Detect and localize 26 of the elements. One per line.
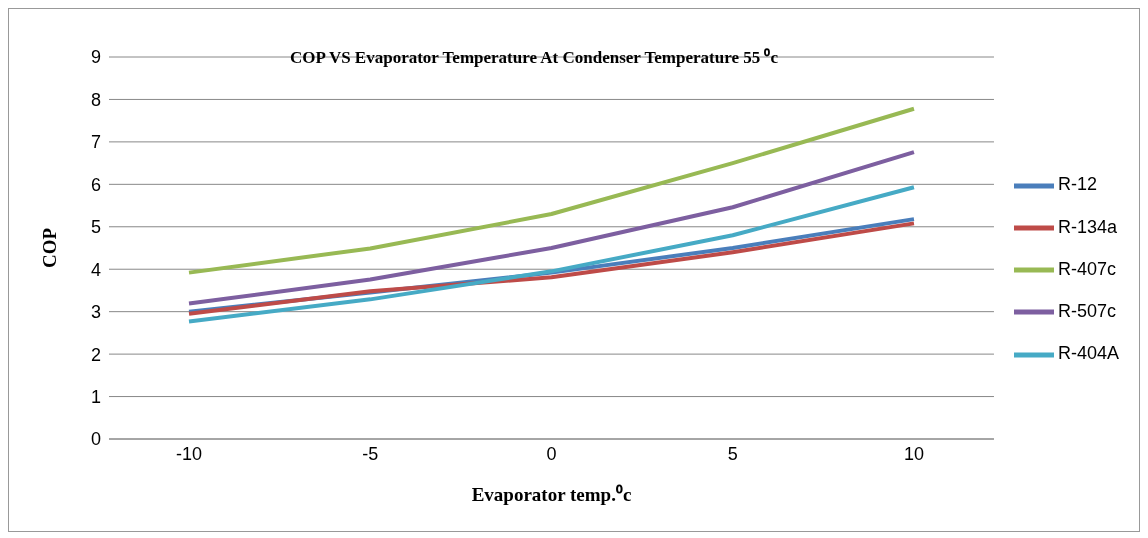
line-series (187, 106, 916, 275)
y-tick-label: 4 (90, 259, 101, 280)
x-tick-label: 0 (546, 443, 557, 464)
legend-label: R-507c (1057, 301, 1116, 322)
chart-title: COP VS Evaporator Temperature At Condenser Temperature 55 ⁰c (289, 47, 779, 68)
legend-label: R-134a (1057, 216, 1118, 237)
x-tick-label: 10 (903, 443, 924, 464)
legend-label: R-404A (1057, 343, 1119, 364)
legend-label: R-407c (1057, 258, 1116, 279)
legend-label: R-12 (1057, 174, 1097, 195)
y-tick-label: 8 (90, 89, 101, 110)
x-tick-label: -10 (175, 443, 203, 464)
y-tick-label: 5 (90, 217, 101, 238)
x-tick-label: -5 (362, 443, 379, 464)
x-axis-title: Evaporator temp.⁰c (471, 484, 632, 505)
y-tick-label: 7 (90, 132, 101, 153)
y-tick-label: 1 (90, 386, 101, 407)
x-tick-label: 5 (727, 443, 738, 464)
line-series (187, 150, 916, 306)
y-tick-label: 3 (90, 302, 101, 323)
line-series (187, 185, 916, 324)
y-axis-title: COP (38, 227, 60, 269)
y-tick-label: 6 (90, 174, 101, 195)
y-tick-label: 9 (90, 47, 101, 68)
y-tick-label: 0 (90, 429, 101, 450)
y-tick-label: 2 (90, 344, 101, 365)
